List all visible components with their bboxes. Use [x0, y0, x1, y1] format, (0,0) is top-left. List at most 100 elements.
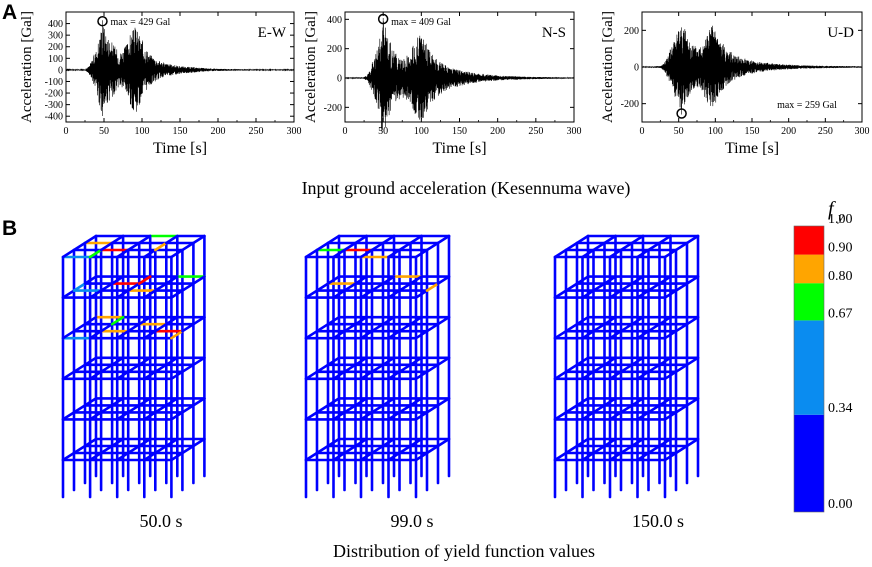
- beam-depth: [170, 411, 184, 421]
- peak-annotation: max = 259 Gal: [777, 100, 837, 111]
- x-tick-label: 200: [781, 126, 796, 137]
- beam-depth: [619, 282, 634, 292]
- colorbar-tick-label: 0.00: [828, 497, 853, 512]
- beam-depth: [436, 356, 451, 367]
- beam-depth: [61, 289, 76, 299]
- x-tick-label: 150: [173, 126, 188, 137]
- beam-depth: [564, 241, 579, 252]
- beam-depth: [630, 234, 645, 245]
- beam-depth: [425, 322, 440, 333]
- beam-depth: [137, 356, 152, 367]
- beam-depth: [137, 437, 152, 448]
- beam-depth: [685, 397, 700, 407]
- beam-depth: [658, 437, 672, 448]
- colorbar-tick-label: 0.80: [828, 269, 853, 284]
- beam-depth: [581, 289, 595, 299]
- beam-depth: [332, 411, 346, 421]
- x-tick-label: 200: [490, 126, 505, 137]
- beam-depth: [592, 404, 606, 414]
- beam-depth: [564, 444, 579, 455]
- beam-depth: [326, 356, 341, 367]
- beam-depth: [61, 411, 76, 421]
- y-tick-label: 0: [634, 63, 639, 74]
- beam-depth: [381, 234, 396, 245]
- beam-depth: [592, 322, 606, 333]
- beam-depth: [154, 282, 168, 292]
- beam-depth: [181, 444, 195, 455]
- beam-depth: [332, 248, 346, 259]
- beam-depth: [575, 315, 590, 326]
- colorbar-tick-label: 0.34: [828, 401, 853, 416]
- beam-depth: [370, 363, 385, 374]
- beam-depth: [165, 397, 179, 407]
- beam-depth: [663, 451, 678, 462]
- beam-depth: [436, 437, 451, 448]
- beam-depth: [326, 397, 341, 407]
- y-tick-label: 400: [327, 15, 342, 26]
- beam-depth: [564, 282, 579, 292]
- beam-depth: [326, 437, 341, 448]
- beam-depth: [674, 444, 689, 455]
- beam-depth: [592, 241, 606, 252]
- x-tick-label: 250: [249, 126, 264, 137]
- beam-depth: [647, 241, 661, 252]
- acceleration-trace: [641, 25, 863, 115]
- panel-a-caption: Input ground acceleration (Kesennuma wav…: [302, 178, 631, 199]
- beam-depth: [553, 451, 568, 462]
- beam-depth: [99, 444, 114, 455]
- beam-depth: [304, 329, 319, 340]
- beam-depth: [603, 315, 617, 326]
- beam-depth: [165, 315, 179, 326]
- beam-depth: [381, 397, 396, 407]
- beam-depth: [143, 451, 157, 462]
- beam-depth: [359, 370, 374, 381]
- beam-depth: [425, 241, 440, 252]
- beam-depth: [359, 248, 374, 259]
- beam-depth: [619, 404, 634, 414]
- y-tick-label: -200: [45, 89, 63, 100]
- beam-depth: [674, 241, 689, 252]
- beam-depth: [608, 289, 623, 299]
- beam-depth: [99, 404, 114, 414]
- beam-depth: [630, 356, 645, 367]
- beam-depth: [553, 329, 568, 340]
- beam-depth: [409, 437, 423, 448]
- beam-depth: [332, 329, 346, 340]
- beam-depth: [658, 397, 672, 407]
- beam-depth: [592, 444, 606, 455]
- beam-depth: [414, 248, 429, 259]
- beam-depth: [110, 437, 125, 448]
- component-title: N-S: [542, 25, 566, 41]
- beam-depth: [354, 397, 368, 407]
- beam-depth: [398, 444, 412, 455]
- beam-depth: [564, 322, 579, 333]
- beam-depth: [192, 437, 206, 448]
- beam-depth: [630, 275, 645, 285]
- beam-depth: [304, 411, 319, 421]
- beam-depth: [636, 411, 650, 421]
- beam-depth: [685, 234, 700, 245]
- beam-depth: [61, 329, 76, 340]
- colorbar-tick-label: 1.00: [828, 212, 853, 227]
- beam-depth: [647, 363, 661, 374]
- beam-depth: [608, 248, 623, 259]
- beam-depth: [61, 370, 76, 381]
- beam-depth: [154, 444, 168, 455]
- beam-depth: [315, 363, 330, 374]
- panel-b-caption: Distribution of yield function values: [333, 541, 595, 561]
- y-axis-label: Acceleration [Gal]: [303, 11, 319, 123]
- beam-depth: [636, 451, 650, 462]
- x-tick-label: 300: [855, 126, 870, 137]
- y-tick-label: -200: [621, 99, 639, 110]
- beam-depth: [359, 329, 374, 340]
- beam-depth: [126, 282, 141, 292]
- beam-depth: [553, 248, 568, 259]
- colorbar-band: [794, 283, 824, 321]
- beam-depth: [354, 356, 368, 367]
- frame-label-150s: 150.0 s: [632, 511, 684, 531]
- beam-depth: [581, 329, 595, 340]
- y-axis-label: Acceleration [Gal]: [19, 11, 35, 123]
- beam-depth: [165, 234, 179, 245]
